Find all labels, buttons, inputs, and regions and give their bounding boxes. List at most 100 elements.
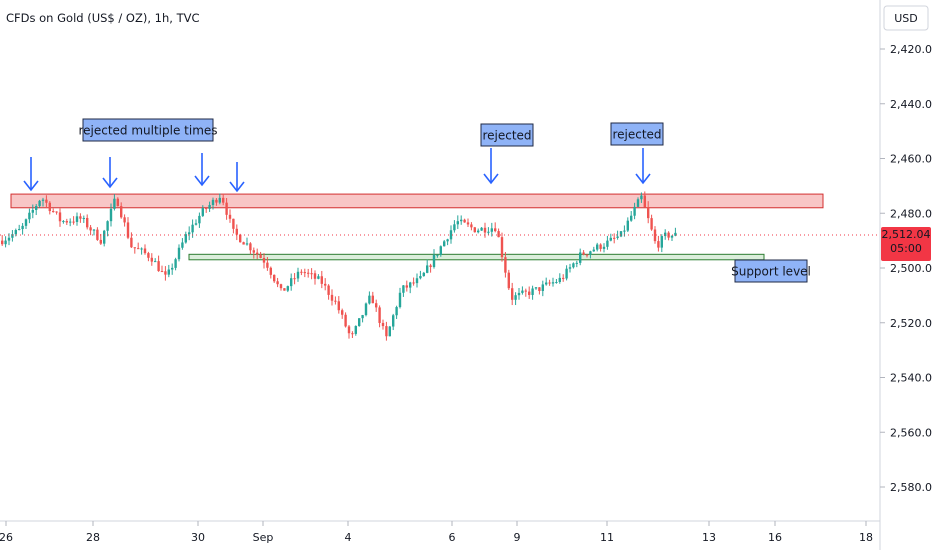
- candle-body: [548, 282, 551, 284]
- candle-body: [664, 232, 667, 237]
- support-zone: [188, 253, 765, 261]
- candle-body: [31, 209, 34, 213]
- candle-body: [188, 232, 191, 235]
- time-tick-label: 18: [859, 531, 873, 544]
- candle-body: [1, 240, 4, 245]
- down-arrow-head-icon: [23, 180, 39, 192]
- candle-body: [619, 231, 623, 237]
- candle-body: [45, 199, 48, 203]
- candle-body: [490, 228, 493, 232]
- candle-body: [252, 250, 255, 253]
- candles[interactable]: [0, 191, 880, 341]
- candle-body: [432, 254, 436, 267]
- candle-body: [449, 230, 453, 240]
- candle-body: [123, 217, 126, 223]
- candle-body: [171, 267, 174, 270]
- price-tick-label: 2,420.00: [890, 43, 932, 56]
- candle-body: [239, 234, 242, 243]
- candle-body: [143, 248, 147, 254]
- candle-body: [276, 281, 279, 285]
- candle-body: [558, 277, 561, 283]
- candle-body: [497, 231, 500, 238]
- time-tick-label: 30: [191, 531, 205, 544]
- candle-body: [429, 265, 432, 267]
- candle-body: [381, 322, 385, 327]
- candle-body: [436, 254, 439, 256]
- candle-body: [337, 301, 340, 311]
- symbol-title[interactable]: CFDs on Gold (US$ / OZ), 1h, TVC: [6, 11, 200, 25]
- candle-body: [279, 284, 283, 289]
- candle-body: [551, 282, 555, 284]
- candle-body: [555, 282, 558, 284]
- price-axis[interactable]: 2,580.00 2,560.00 2,540.00 2,520.00 2,500.00…: [880, 43, 932, 494]
- candle-body: [235, 228, 238, 235]
- candle-body: [456, 221, 459, 225]
- candle-body: [341, 310, 344, 315]
- candle-body: [330, 294, 334, 301]
- candle-body: [147, 253, 150, 258]
- candle-body: [575, 262, 578, 264]
- candle-body: [378, 307, 381, 323]
- candle-body: [453, 224, 456, 231]
- candle-body: [256, 252, 259, 255]
- candle-body: [7, 237, 11, 241]
- candle-body: [286, 286, 289, 291]
- candle-body: [167, 269, 170, 275]
- candle-body: [215, 199, 218, 203]
- zones: [10, 193, 824, 261]
- candle-body: [249, 243, 252, 251]
- currency-box[interactable]: [883, 5, 929, 31]
- candle-body: [4, 240, 7, 245]
- price-tick-label: 2,520.00: [890, 317, 932, 330]
- candle-body: [521, 290, 524, 293]
- candle-body: [395, 307, 398, 316]
- candle-body: [500, 237, 504, 258]
- candle-body: [89, 227, 92, 231]
- candle-body: [72, 221, 75, 223]
- candle-body: [585, 254, 589, 256]
- candle-body: [283, 288, 286, 291]
- candle-body: [296, 271, 300, 279]
- candle-body: [99, 239, 102, 244]
- candle-body: [364, 303, 368, 316]
- candle-body: [545, 282, 548, 285]
- candle-body: [38, 200, 41, 207]
- price-tick-label: 2,560.00: [890, 426, 932, 439]
- candle-body: [14, 230, 17, 235]
- candle-body: [96, 229, 99, 240]
- candle-body: [181, 242, 184, 248]
- candle-body: [405, 285, 408, 288]
- candle-body: [160, 271, 164, 273]
- candle-body: [568, 267, 572, 269]
- last-price-countdown: 05:00: [890, 242, 922, 255]
- label-support-level-box: [734, 259, 808, 283]
- resistance-zone: [10, 193, 824, 209]
- candle-body: [58, 212, 62, 222]
- candle-body: [562, 277, 565, 279]
- time-axis[interactable]: 26 28 30 Sep 4 6 9 11 13 16 18: [0, 521, 873, 544]
- candle-body: [388, 326, 391, 337]
- candle-body: [109, 208, 113, 222]
- down-arrow-head-icon: [635, 173, 651, 185]
- candle-body: [351, 333, 354, 335]
- candle-body: [69, 221, 72, 223]
- candle-body: [446, 239, 449, 242]
- candle-body: [334, 300, 337, 302]
- candle-body: [643, 195, 646, 208]
- candle-body: [483, 227, 487, 233]
- candle-body: [262, 257, 266, 263]
- last-price-value: 2,512.04: [882, 228, 931, 241]
- candle-body: [466, 222, 470, 225]
- candle-body: [79, 216, 82, 219]
- candle-body: [528, 291, 531, 295]
- time-tick-label: 4: [345, 531, 352, 544]
- candle-body: [599, 244, 602, 249]
- candle-body: [191, 224, 194, 233]
- candle-body: [82, 217, 85, 219]
- candle-body: [358, 318, 361, 327]
- candle-body: [579, 252, 582, 263]
- candle-body: [245, 243, 249, 245]
- candle-body: [225, 202, 228, 215]
